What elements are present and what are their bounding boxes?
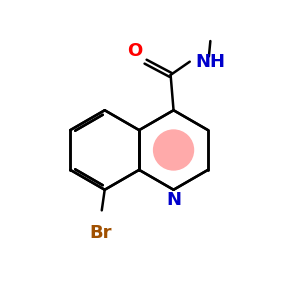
Circle shape <box>153 129 194 171</box>
Text: O: O <box>128 42 142 60</box>
Text: N: N <box>166 191 181 209</box>
Text: Br: Br <box>89 224 112 242</box>
Text: NH: NH <box>196 53 226 71</box>
